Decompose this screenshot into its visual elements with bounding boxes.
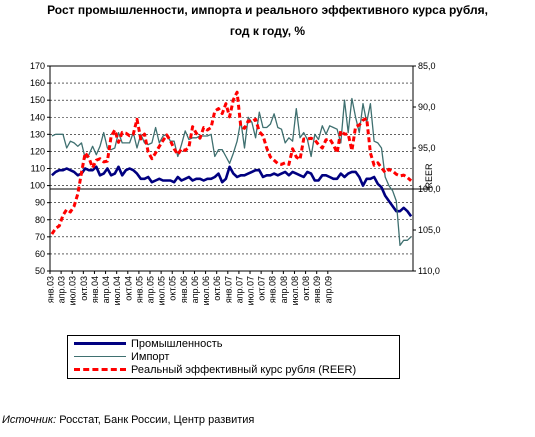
x-tick-label: июл.05	[157, 276, 167, 305]
series-group	[50, 90, 413, 247]
gridlines	[50, 82, 413, 255]
right-tick-label: 105,0	[418, 225, 441, 235]
source-label: Источник:	[2, 414, 57, 426]
left-tick-label: 70	[35, 232, 45, 242]
left-tick-label: 50	[35, 266, 45, 276]
right-axis: 85,0 90,0 95,0 100,0 105,0 110,0	[412, 61, 441, 276]
legend-label-industry: Промышленность	[131, 338, 223, 350]
left-tick-label: 80	[35, 215, 45, 225]
x-tick-label: янв.05	[134, 276, 144, 303]
legend-item-import: Импорт	[68, 350, 398, 364]
right-tick-label: 90,0	[418, 102, 436, 112]
x-tick-label: июл.04	[112, 276, 122, 305]
right-axis-label: REER	[424, 163, 434, 189]
x-tick-label: янв.09	[312, 276, 322, 303]
x-tick-label: апр.04	[101, 276, 111, 303]
x-tick-label: апр.06	[190, 276, 200, 303]
source-text: Росстат, Банк России, Центр развития	[56, 414, 255, 426]
x-tick-label: июл.07	[246, 276, 256, 305]
left-tick-label: 110	[31, 164, 45, 174]
left-tick-label: 120	[30, 146, 45, 156]
legend: Промышленность Импорт Реальный эффективн…	[67, 335, 400, 379]
x-tick-label: янв.06	[179, 276, 189, 303]
x-tick-label: окт.08	[301, 276, 311, 301]
right-tick-label: 85,0	[418, 61, 436, 71]
x-tick-label: окт.05	[168, 276, 178, 301]
x-tick-label: апр.05	[146, 276, 156, 303]
x-tick-label: июл.03	[68, 276, 78, 305]
legend-item-industry: Промышленность	[68, 337, 398, 351]
legend-swatch-industry	[74, 342, 126, 345]
series-reer-line	[50, 90, 413, 235]
right-tick-label: 100,0	[418, 184, 441, 194]
left-tick-label: 170	[30, 61, 45, 71]
legend-item-reer: Реальный эффективный курс рубля (REER)	[68, 363, 398, 377]
legend-swatch-reer	[74, 368, 126, 371]
x-tick-label: янв.04	[90, 276, 100, 303]
legend-label-import: Импорт	[131, 351, 170, 363]
x-tick-label: июл.08	[290, 276, 300, 305]
left-tick-label: 90	[35, 198, 45, 208]
x-tick-label: окт.06	[212, 276, 222, 301]
x-tick-label: янв.07	[223, 276, 233, 303]
chart-title: Рост промышленности, импорта и реального…	[47, 3, 488, 17]
left-tick-label: 140	[30, 112, 45, 122]
series-import-line	[51, 97, 412, 247]
left-axis: 50 60 70 80 90 100 110 120 130 140 150 160 170	[30, 61, 50, 276]
x-tick-label: апр.03	[57, 276, 67, 303]
x-tick-label: апр.07	[234, 276, 244, 303]
chart-subtitle: год к году, %	[229, 24, 306, 38]
left-tick-label: 60	[35, 249, 45, 259]
left-tick-label: 160	[30, 78, 45, 88]
legend-swatch-import	[74, 356, 126, 357]
left-tick-label: 130	[30, 129, 45, 139]
left-tick-label: 150	[30, 95, 45, 105]
series-industry-line	[51, 165, 413, 218]
x-tick-label: янв.03	[46, 276, 56, 303]
x-axis: янв.03 апр.03 июл.03 окт.03 янв.04 апр.04 июл.…	[46, 271, 333, 305]
x-tick-label: апр.08	[279, 276, 289, 303]
right-tick-label: 110,0	[418, 266, 440, 276]
right-tick-label: 95,0	[418, 143, 436, 153]
x-tick-label: окт.03	[79, 276, 89, 301]
x-tick-label: окт.04	[123, 276, 133, 301]
source-note: Источник: Росстат, Банк России, Центр ра…	[2, 414, 254, 426]
x-tick-label: окт.07	[257, 276, 267, 301]
legend-label-reer: Реальный эффективный курс рубля (REER)	[131, 364, 357, 376]
left-tick-label: 100	[30, 181, 45, 191]
x-tick-label: апр.09	[323, 276, 333, 303]
x-tick-label: июл.06	[201, 276, 211, 305]
x-tick-label: янв.08	[268, 276, 278, 303]
